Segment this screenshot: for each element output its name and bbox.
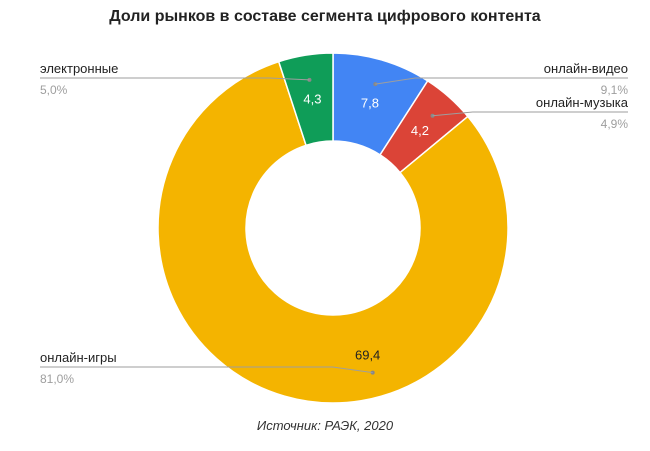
- slice-category-label: онлайн-игры: [40, 350, 117, 365]
- chart-source: Источник: РАЭК, 2020: [256, 418, 394, 433]
- leader-line: [40, 366, 373, 374]
- leader-line: [40, 77, 310, 81]
- chart-title: Доли рынков в составе сегмента цифрового…: [109, 8, 541, 25]
- donut-slice: [157, 60, 509, 404]
- slice-value-label: 7,8: [361, 95, 379, 110]
- slice-percent-label: 4,9%: [601, 117, 629, 131]
- slice-value-label: 4,3: [303, 92, 321, 107]
- slice-value-label: 4,2: [411, 123, 429, 138]
- slice-value-label: 69,4: [355, 347, 380, 362]
- slice-percent-label: 9,1%: [601, 83, 629, 97]
- slice-category-label: онлайн-музыка: [536, 95, 629, 110]
- slice-percent-label: 81,0%: [40, 372, 74, 386]
- slice-category-label: электронные: [40, 61, 118, 76]
- slice-category-label: онлайн-видео: [544, 61, 628, 76]
- leader-line: [432, 111, 628, 117]
- donut-slice: [277, 52, 334, 147]
- slice-percent-label: 5,0%: [40, 83, 68, 97]
- leader-line: [375, 77, 628, 85]
